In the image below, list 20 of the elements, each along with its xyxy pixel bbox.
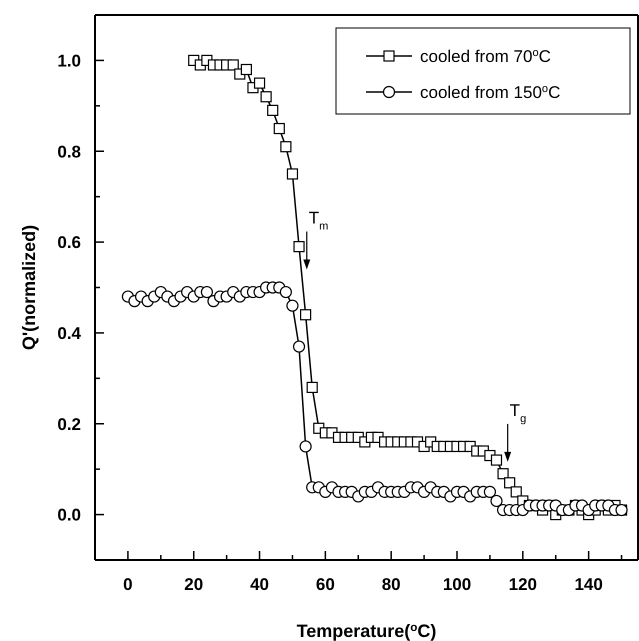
- y-tick-label: 0.8: [57, 142, 81, 162]
- y-tick-label: 0.2: [57, 414, 81, 434]
- y-axis-title: Q'(normalized): [19, 224, 39, 350]
- annotation: T$_{m}$: [308, 208, 328, 233]
- legend-label: cooled from 70$^{o}$C: [420, 47, 551, 66]
- annotation: T$_{g}$: [510, 400, 526, 425]
- y-tick-label: 0.4: [57, 324, 82, 343]
- x-tick-label: 0: [123, 575, 133, 594]
- x-tick-label: 20: [184, 575, 204, 594]
- y-tick-label: 1.0: [57, 51, 81, 70]
- x-tick-label: 60: [316, 575, 335, 594]
- x-axis-title: Temperature($^{o}$C): [296, 620, 436, 641]
- x-tick-label: 80: [382, 575, 401, 594]
- x-tick-label: 120: [508, 575, 538, 594]
- legend-label: cooled from 150$^{o}$C: [420, 83, 560, 102]
- y-tick-label: 0.6: [57, 233, 81, 252]
- x-tick-label: 100: [442, 575, 472, 594]
- x-tick-label: 40: [250, 575, 270, 594]
- y-tick-label: 0.0: [57, 506, 81, 525]
- x-tick-label: 140: [574, 575, 603, 594]
